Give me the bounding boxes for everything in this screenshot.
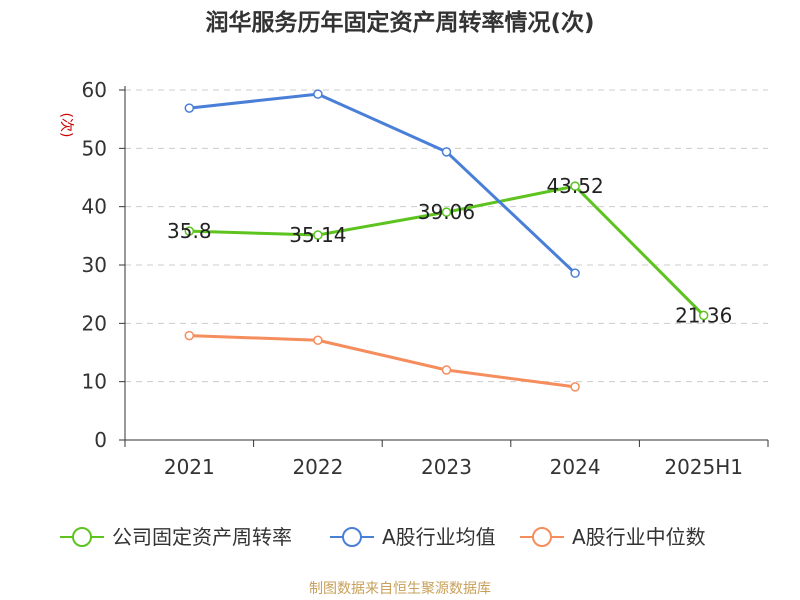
series-line [189,92,577,275]
data-point[interactable] [570,268,580,278]
data-point[interactable] [313,89,323,99]
legend-marker [342,527,362,547]
data-point[interactable] [184,226,195,236]
data-point[interactable] [698,310,709,321]
x-tick-label: 2024 [550,455,601,479]
data-point[interactable] [313,230,323,240]
y-tick-label: 30 [82,253,107,277]
data-point[interactable] [441,147,452,157]
chart-title: 润华服务历年固定资产周转率情况(次) [205,9,594,36]
data-label: 21.36 [675,303,732,327]
data-label: 35.8 [167,219,212,243]
series-0: 35.8 35.14 39.06 43.52 21.36 [167,174,732,327]
data-label: 39.06 [418,200,475,224]
y-tick-label: 20 [82,311,107,335]
data-point[interactable] [570,382,580,392]
axis-layer: 0 10 20 30 40 50 60 2021 2022 2023 2024 2025H1 [82,78,769,479]
series-2 [184,330,580,392]
data-point[interactable] [313,335,323,345]
y-tick-label: 10 [82,370,107,394]
data-point[interactable] [184,330,195,341]
x-tick-label: 2025H1 [664,455,743,479]
data-point[interactable] [184,103,195,113]
legend-item[interactable]: A股行业均值 [330,525,496,549]
series-line [189,334,576,389]
legend: 公司固定资产周转率 A股行业均值 A股行业中位数 [60,525,706,549]
data-label: 43.52 [546,174,603,198]
y-tick-label: 50 [82,136,107,160]
source-note: 制图数据来自恒生聚源数据库 [309,581,491,597]
data-point[interactable] [570,181,580,191]
legend-label: 公司固定资产周转率 [112,525,292,549]
data-point[interactable] [441,365,452,375]
data-label: 35.14 [289,223,346,247]
x-tick-label: 2022 [292,455,343,479]
y-tick-label: 60 [82,78,107,102]
series-1 [184,89,580,278]
legend-label: A股行业中位数 [572,525,706,549]
legend-item[interactable]: A股行业中位数 [520,525,706,549]
series-layer: 35.8 35.14 39.06 43.52 21.36 [167,89,732,392]
x-tick-label: 2021 [164,455,215,479]
y-axis-label: (次) [58,113,74,138]
legend-item[interactable]: 公司固定资产周转率 [60,525,292,549]
y-tick-label: 0 [94,428,107,452]
legend-marker [72,527,92,547]
x-tick-label: 2023 [421,455,472,479]
legend-label: A股行业均值 [382,525,496,549]
data-point[interactable] [441,207,452,217]
y-tick-label: 40 [82,195,107,219]
legend-marker [532,527,552,547]
